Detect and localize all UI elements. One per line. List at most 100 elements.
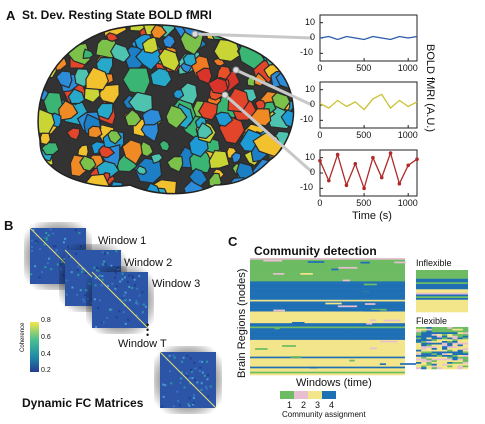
brain-parcel — [165, 104, 188, 130]
community-cell — [462, 365, 469, 368]
community-cell — [416, 327, 422, 330]
community-cell — [457, 362, 464, 365]
community-cell — [457, 339, 464, 342]
community-row — [250, 329, 405, 332]
brain-parcel — [105, 32, 120, 42]
community-row — [250, 314, 405, 317]
community-switch — [255, 348, 268, 350]
community-row — [416, 280, 468, 283]
community-cell — [421, 362, 427, 365]
community-cell — [457, 335, 464, 338]
x-tick-label: 1000 — [397, 130, 418, 140]
community-row — [416, 287, 468, 290]
bold-series-point — [388, 151, 393, 155]
fc-matrix-cell — [121, 272, 124, 275]
community-switch — [268, 334, 275, 337]
community-row — [250, 284, 405, 287]
community-row — [250, 369, 405, 372]
community-row — [250, 333, 405, 336]
colorbar-tick: 0.2 — [41, 367, 51, 374]
y-tick-label: 0 — [310, 167, 316, 177]
fc-matrix-cell — [114, 287, 117, 290]
bold-series-line — [319, 35, 418, 41]
community-cell — [436, 348, 443, 351]
fc-matrix-cell — [194, 367, 197, 370]
fc-matrix-cell — [84, 272, 87, 275]
fc-matrix-cell — [135, 301, 138, 304]
fc-matrix-cell — [75, 252, 78, 255]
fc-matrix-cell — [201, 360, 204, 363]
community-switch — [325, 302, 342, 305]
brain-parcel — [40, 142, 60, 156]
community-cell — [426, 341, 432, 344]
community-cell — [452, 365, 458, 368]
brain-parcel — [59, 27, 71, 41]
fc-matrix-cell — [30, 249, 33, 252]
community-cell — [462, 339, 469, 342]
community-cell — [426, 362, 432, 365]
fc-matrix-cell — [77, 265, 80, 268]
fc-matrix-cell — [192, 397, 195, 400]
community-cell — [436, 360, 443, 363]
fc-matrix-cell — [128, 299, 131, 302]
fc-matrix-cell — [172, 405, 175, 408]
community-cell — [436, 362, 443, 365]
fc-matrix-cell — [123, 299, 126, 302]
community-cell — [436, 365, 443, 368]
community-cell — [416, 346, 422, 349]
brain-parcel — [263, 186, 290, 194]
community-cell — [442, 365, 448, 368]
fc-matrix-cell — [162, 395, 165, 398]
fc-matrix-cell — [126, 280, 129, 283]
y-tick-label: -10 — [300, 114, 314, 125]
community-row — [250, 343, 405, 346]
community-cell — [462, 362, 469, 365]
community-cell — [436, 341, 443, 344]
fc-matrix-cell — [93, 298, 96, 301]
community-cell — [416, 356, 422, 359]
colorbar-tick: 0.4 — [41, 351, 51, 358]
fc-matrix-cell — [30, 246, 33, 249]
community-row — [250, 366, 405, 369]
community-row — [250, 351, 405, 354]
community-cell — [416, 337, 422, 340]
community-cell — [421, 332, 427, 335]
inflexible-label: Inflexible — [416, 258, 452, 268]
fc-matrix-cell — [170, 382, 173, 385]
community-cell — [421, 355, 427, 358]
fc-matrix-cell — [135, 300, 138, 303]
fc-matrix-cell — [49, 228, 52, 231]
community-cell — [462, 358, 469, 361]
brain-parcel — [231, 151, 242, 164]
community-row — [416, 275, 468, 278]
community-cell — [447, 328, 453, 331]
community-cell — [436, 342, 443, 345]
community-cell — [457, 330, 464, 333]
brain-parcel — [225, 24, 256, 35]
community-row — [250, 316, 405, 319]
community-cell — [462, 360, 469, 363]
community-row — [250, 324, 405, 327]
community-cell — [442, 328, 448, 331]
y-tick-label: 0 — [310, 32, 316, 42]
fc-matrix-cell — [34, 265, 37, 268]
community-cell — [431, 367, 438, 370]
brain-parcel — [208, 149, 231, 170]
community-tick: 4 — [329, 400, 335, 410]
community-cell — [442, 349, 448, 352]
bold-series-point — [362, 186, 366, 191]
community-row — [250, 281, 405, 284]
x-tick-label: 500 — [356, 198, 372, 208]
brain-parcel — [162, 34, 176, 49]
community-switch — [284, 284, 297, 287]
community-switch — [331, 268, 339, 271]
community-switch — [394, 261, 406, 264]
fc-matrix-cell — [136, 287, 139, 290]
fc-matrix-cell — [191, 377, 194, 380]
fc-matrix-cell — [187, 375, 190, 378]
community-cell — [436, 356, 443, 359]
community-cell — [416, 362, 422, 365]
community-cell — [436, 355, 443, 358]
brain-parcel — [110, 42, 131, 64]
community-cell — [447, 362, 453, 365]
